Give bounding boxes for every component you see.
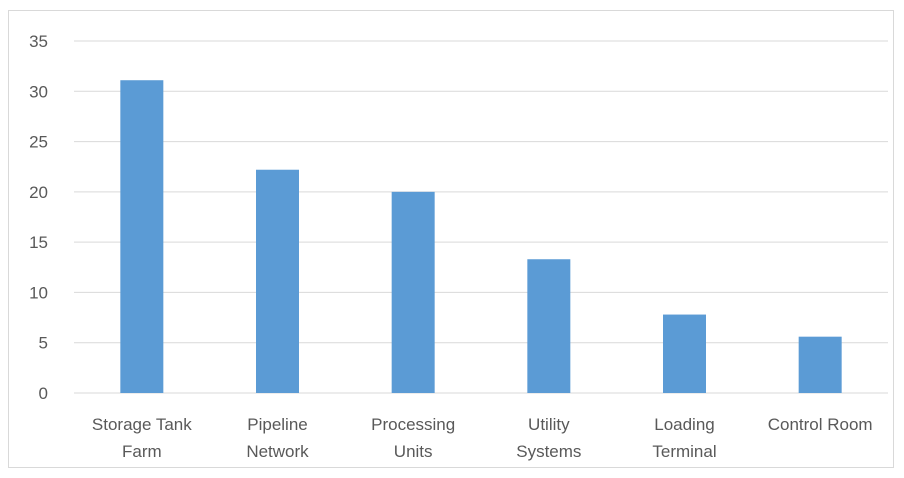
y-tick-label: 15	[29, 233, 48, 252]
x-tick-label: Loading Terminal	[652, 415, 716, 461]
y-tick-label: 5	[39, 334, 48, 353]
x-tick-label: Storage Tank Farm	[92, 415, 192, 461]
bar	[663, 314, 706, 393]
y-tick-label: 10	[29, 283, 48, 302]
bar	[391, 191, 435, 393]
bar	[256, 169, 299, 393]
x-tick-label: Utility Systems	[516, 415, 581, 461]
x-tick-label: Pipeline Network	[246, 415, 309, 461]
y-tick-label: 25	[29, 133, 48, 152]
y-tick-label: 0	[39, 384, 48, 403]
bar	[527, 259, 571, 393]
y-tick-label: 30	[29, 82, 48, 101]
bar	[120, 80, 164, 394]
y-tick-label: 35	[29, 32, 48, 51]
x-tick-label: Processing Units	[371, 415, 455, 461]
bar	[798, 336, 842, 393]
y-tick-label: 20	[29, 183, 48, 202]
x-tick-label: Control Room	[768, 415, 873, 434]
